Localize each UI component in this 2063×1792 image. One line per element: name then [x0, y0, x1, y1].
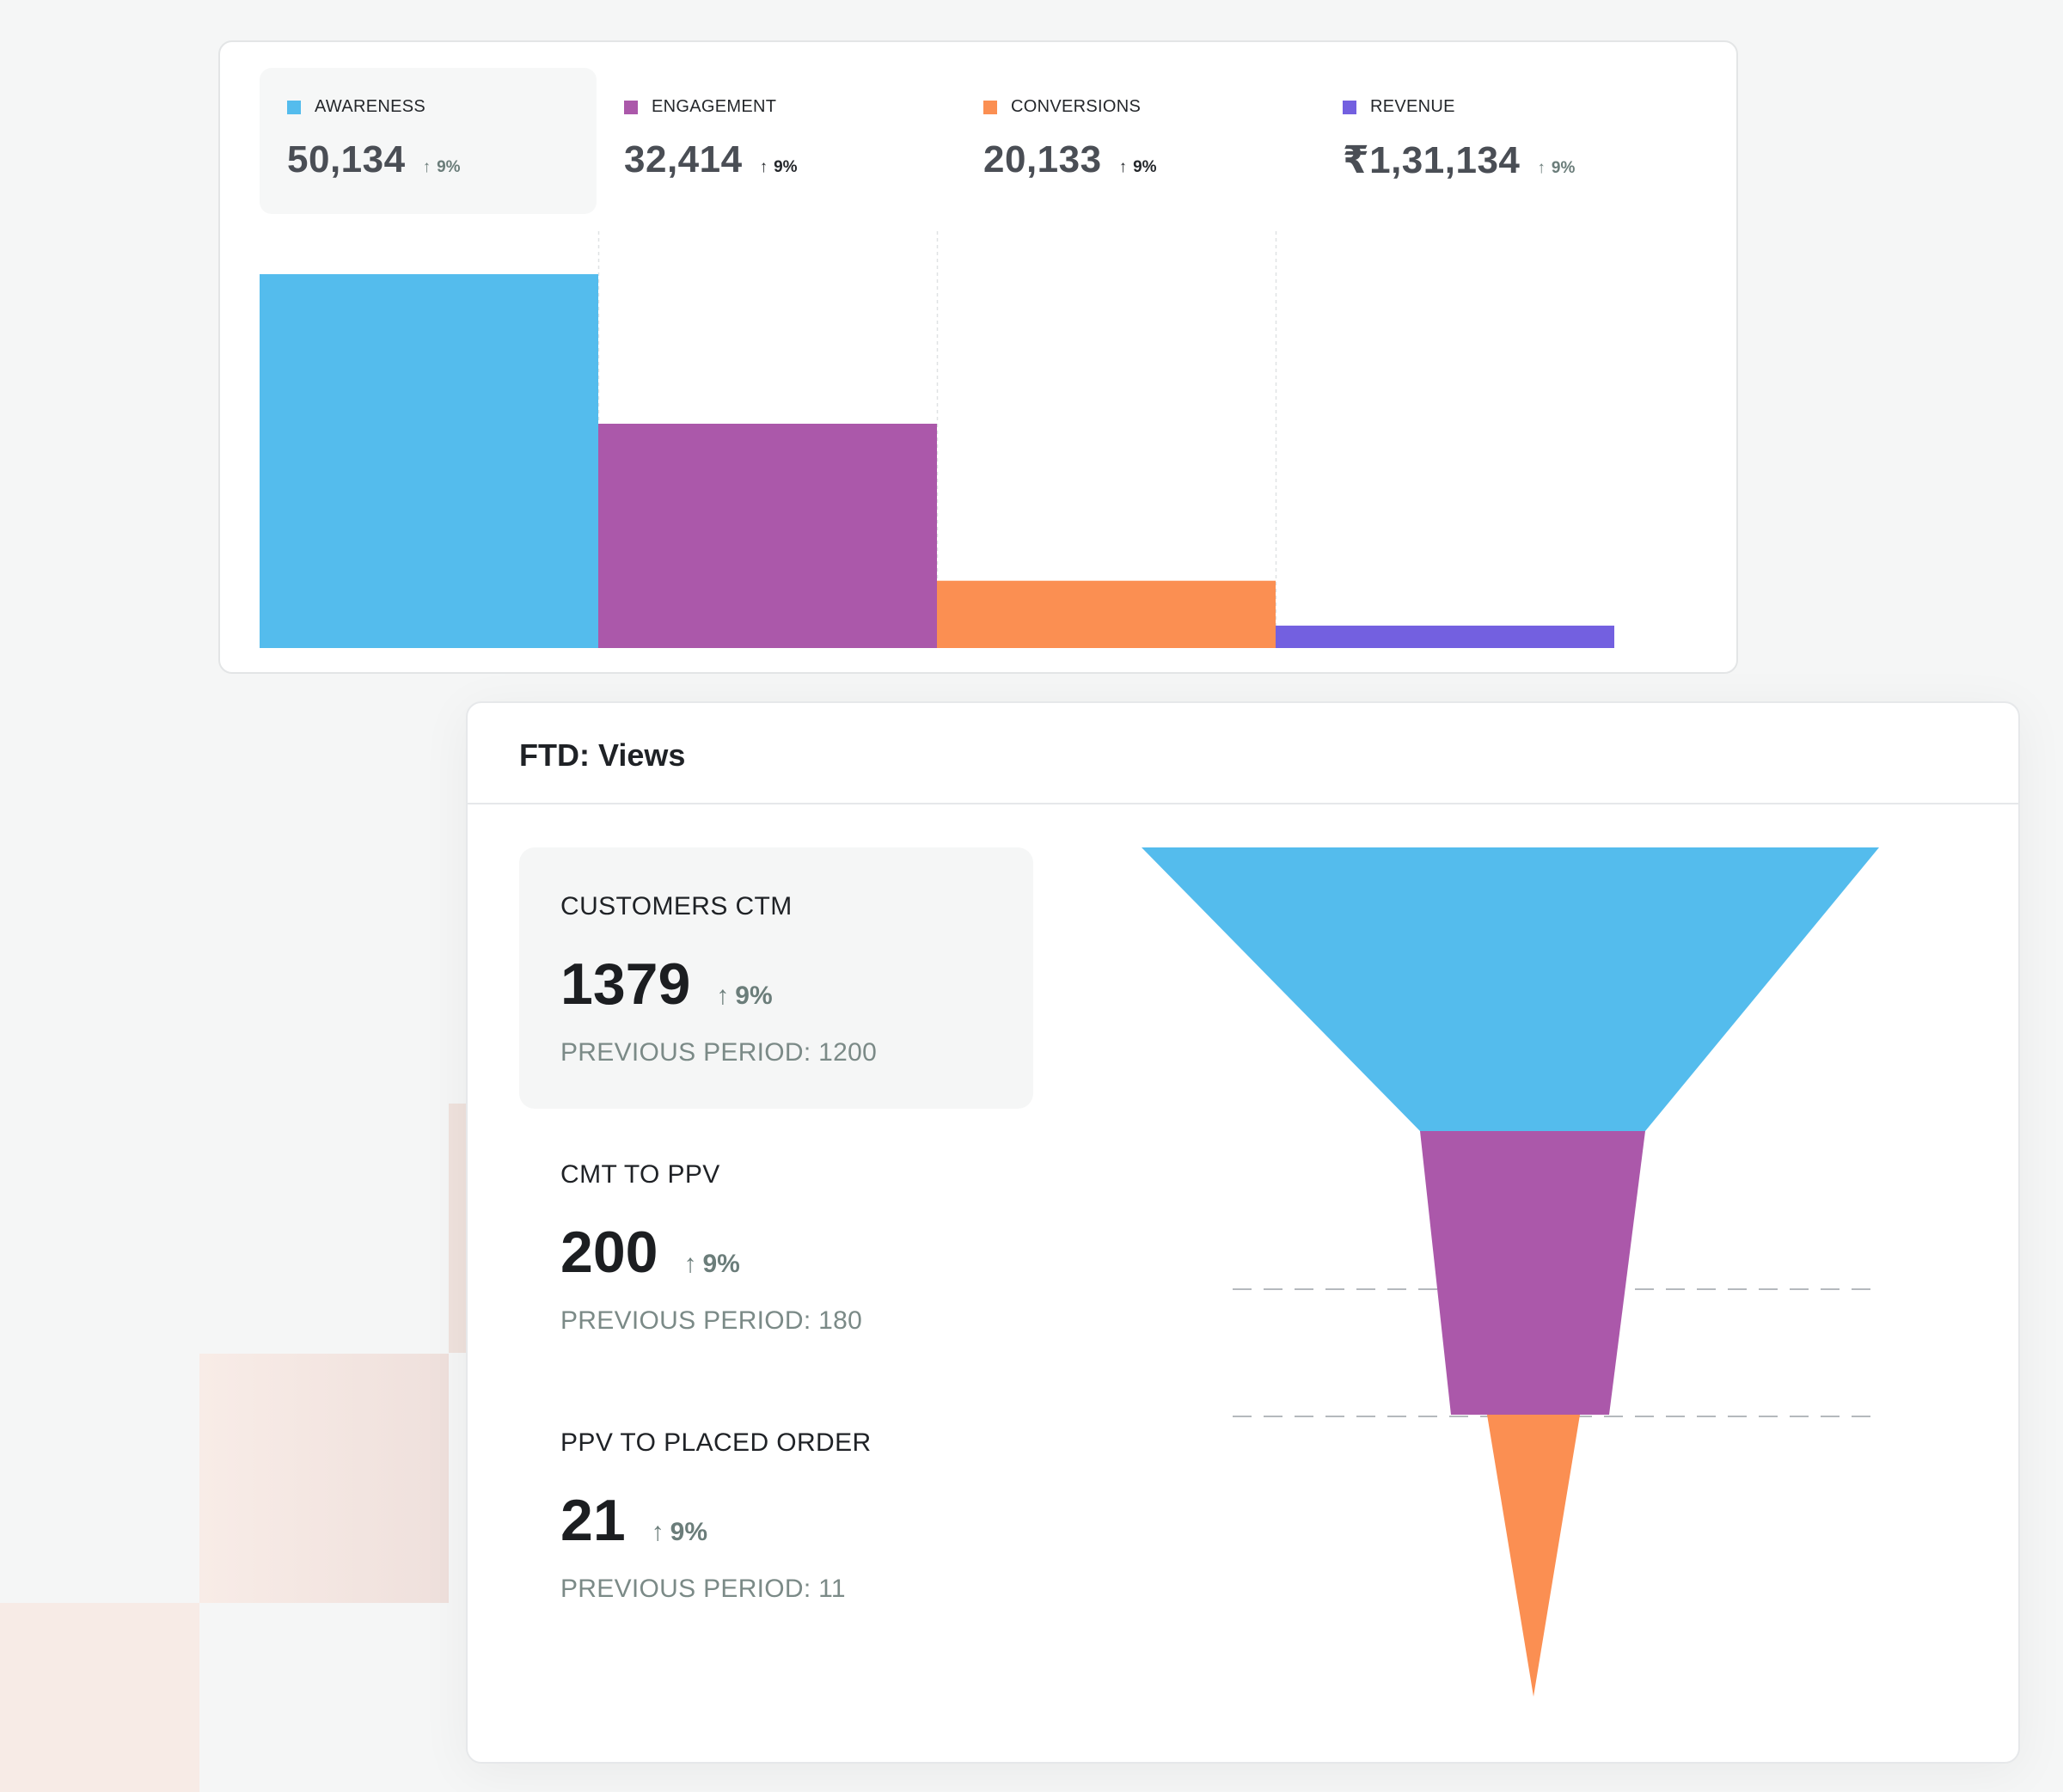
card-title: FTD: Views: [519, 737, 686, 773]
metric-engagement[interactable]: ENGAGEMENT 32,414 ↑ 9%: [597, 68, 934, 214]
previous-period: PREVIOUS PERIOD: 180: [560, 1306, 863, 1335]
change-indicator: ↑ 9%: [1119, 158, 1157, 177]
background-decor-block: [199, 1354, 449, 1603]
bar-conversions: [937, 580, 1276, 648]
bar-awareness: [260, 274, 598, 648]
bar-engagement: [598, 424, 937, 648]
change-value: 9%: [702, 1250, 740, 1278]
arrow-up-icon: ↑: [1537, 159, 1546, 177]
funnel-segment-cmt-to-ppv: [1420, 1131, 1645, 1415]
metric-label: AWARENESS: [315, 97, 426, 116]
change-indicator: ↑ 9%: [683, 1250, 739, 1279]
arrow-up-icon: ↑: [716, 982, 730, 1010]
bar-chart: [260, 231, 1614, 648]
background-decor-block: [0, 1603, 199, 1792]
change-indicator: ↑ 9%: [716, 982, 772, 1011]
metric-value: 50,134: [287, 138, 406, 180]
arrow-up-icon: ↑: [759, 158, 768, 176]
arrow-up-icon: ↑: [1118, 158, 1128, 176]
header-divider: [468, 803, 2018, 804]
stage-label: PPV TO PLACED ORDER: [560, 1428, 872, 1457]
metric-conversions[interactable]: CONVERSIONS 20,133 ↑ 9%: [956, 68, 1293, 214]
change-value: 9%: [774, 158, 798, 176]
previous-period: PREVIOUS PERIOD: 11: [560, 1575, 846, 1603]
arrow-up-icon: ↑: [422, 158, 432, 176]
funnel-stage-cmt-to-ppv[interactable]: CMT TO PPV 200 ↑ 9% PREVIOUS PERIOD: 180: [519, 1116, 1033, 1377]
change-value: 9%: [735, 982, 773, 1010]
funnel-segment-customers-ctm: [1142, 847, 1879, 1131]
stage-value: 200: [560, 1220, 658, 1285]
change-indicator: ↑ 9%: [652, 1518, 707, 1547]
change-indicator: ↑ 9%: [1537, 159, 1575, 178]
funnel-stage-customers-ctm[interactable]: CUSTOMERS CTM 1379 ↑ 9% PREVIOUS PERIOD: 1…: [519, 847, 1033, 1109]
metric-label: REVENUE: [1370, 97, 1455, 116]
stage-value: 1379: [560, 951, 691, 1017]
funnel-chart: [1142, 847, 1879, 1697]
funnel-bar-chart-card: AWARENESS 50,134 ↑ 9% ENGAGEMENT 32,414 ↑ 9%…: [218, 40, 1738, 674]
metric-value: 32,414: [624, 138, 743, 180]
bar-revenue: [1276, 625, 1614, 648]
change-indicator: ↑ 9%: [760, 158, 798, 177]
metric-revenue[interactable]: REVENUE ₹1,31,134 ↑ 9%: [1315, 68, 1652, 214]
metric-value: ₹1,31,134: [1343, 139, 1521, 181]
change-value: 9%: [1551, 159, 1576, 177]
arrow-up-icon: ↑: [683, 1250, 697, 1278]
stage-value: 21: [560, 1488, 626, 1553]
stage-label: CUSTOMERS CTM: [560, 892, 793, 920]
legend-swatch-conversions: [983, 100, 997, 114]
metric-label: CONVERSIONS: [1011, 97, 1142, 116]
metric-awareness[interactable]: AWARENESS 50,134 ↑ 9%: [260, 68, 597, 214]
legend-swatch-engagement: [624, 100, 638, 114]
background-decor-block: [449, 1104, 466, 1353]
previous-period: PREVIOUS PERIOD: 1200: [560, 1038, 878, 1067]
change-indicator: ↑ 9%: [423, 158, 461, 177]
funnel-segment-ppv-to-placed-order: [1487, 1415, 1580, 1697]
change-value: 9%: [670, 1518, 707, 1546]
funnel-card: FTD: Views CUSTOMERS CTM 1379 ↑ 9% PREVIOU…: [466, 701, 2020, 1764]
metric-label: ENGAGEMENT: [652, 97, 777, 116]
change-value: 9%: [1133, 158, 1157, 176]
funnel-stage-ppv-to-placed-order[interactable]: PPV TO PLACED ORDER 21 ↑ 9% PREVIOUS PERIO…: [519, 1384, 1033, 1645]
metric-value: 20,133: [983, 138, 1102, 180]
stage-label: CMT TO PPV: [560, 1160, 720, 1189]
legend-swatch-awareness: [287, 100, 301, 114]
arrow-up-icon: ↑: [651, 1518, 664, 1546]
change-value: 9%: [437, 158, 461, 176]
legend-swatch-revenue: [1343, 100, 1356, 114]
